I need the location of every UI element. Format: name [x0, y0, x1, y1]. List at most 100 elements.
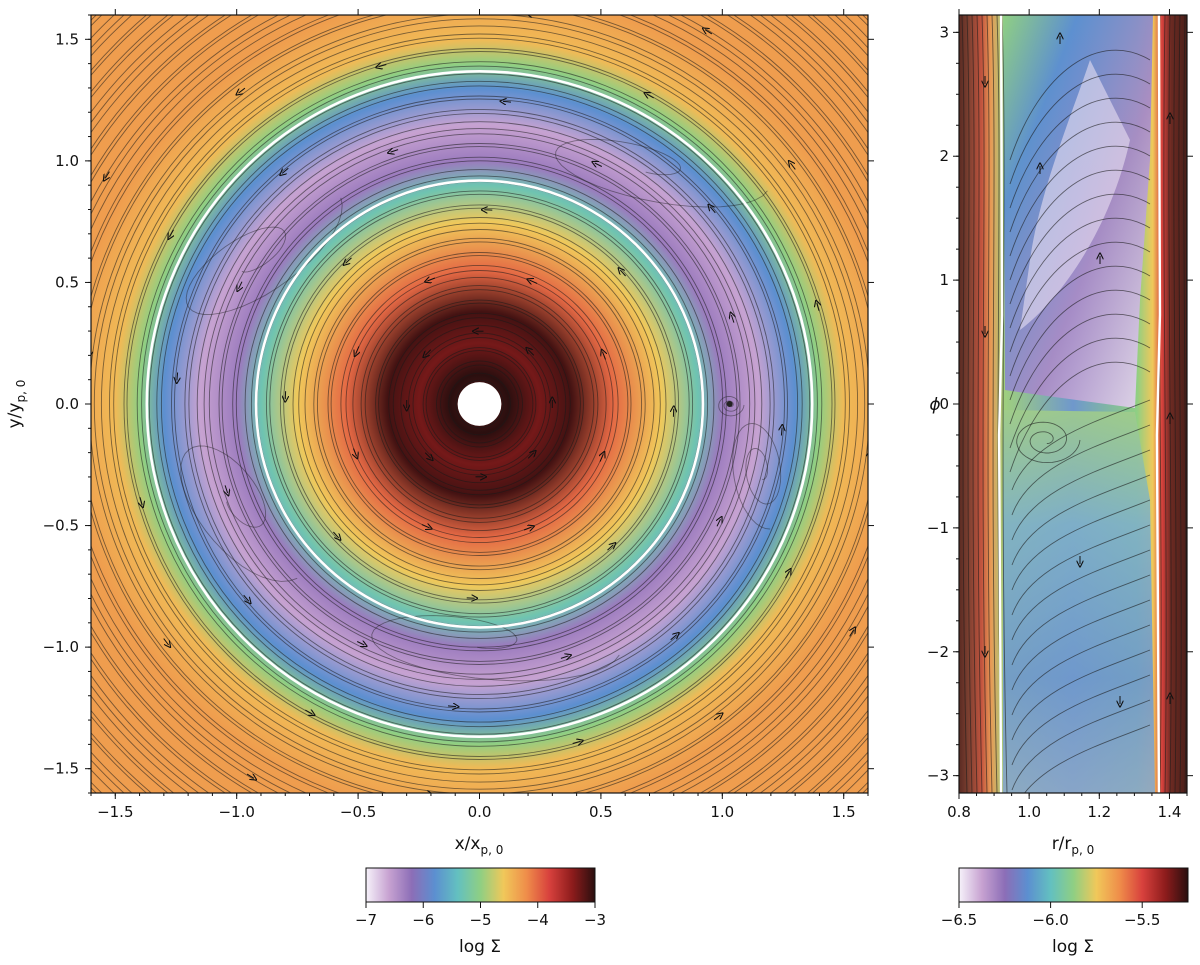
streamline-arrow [53, 501, 55, 509]
upper-streamline [1009, 241, 1151, 353]
streamline-ring [123, 48, 836, 760]
streamline-ring [156, 80, 803, 728]
upper-streamline [1009, 49, 1151, 161]
colorbar-tick-label: −3 [584, 911, 606, 929]
left-streamline-arrows [1, 2, 958, 830]
streamline-arrow [391, 150, 399, 153]
streamline-arrow [523, 527, 531, 530]
streamline-arrow [379, 65, 387, 67]
lower-streamline [1011, 424, 1151, 516]
x-tick-label: −0.5 [340, 803, 376, 821]
streamline-ring [304, 229, 655, 579]
upper-streamline [1009, 313, 1151, 425]
streamline-arrow [201, 2, 208, 7]
right-white-lines [997, 15, 1162, 793]
streamline-arrow [713, 715, 720, 721]
right-edge-streamline [971, 15, 978, 793]
colorbar-tick-label: −6 [412, 911, 434, 929]
streamline-arrow [607, 545, 614, 551]
streamline-ring [375, 299, 584, 509]
y-tick-label: −1.0 [43, 638, 79, 656]
streamline-ring [100, 25, 859, 783]
left-colorbar-label: log Σ [459, 937, 501, 957]
streamline-ring [392, 317, 567, 491]
gap-boundary-circle [145, 69, 814, 739]
streamline-arrow [600, 454, 603, 462]
right-streamline-arrows [985, 36, 1170, 704]
streamline-ring [109, 33, 850, 775]
streamline-ring [171, 95, 788, 713]
streamline-ring [340, 264, 619, 544]
upper-streamline [1009, 169, 1151, 281]
y-tick-label: 0.5 [55, 273, 79, 291]
streamline-arrow [424, 452, 431, 459]
streamline-arrow [1, 312, 2, 320]
streamline-ring [436, 360, 523, 448]
right-edge-streamline [1178, 15, 1182, 793]
right-edge-streamline [1001, 15, 1008, 793]
y-tick-label: 1.5 [55, 30, 79, 48]
streamline-arrow [710, 207, 716, 214]
streamline-ring [345, 270, 614, 538]
y-tick-label: 1 [939, 271, 949, 289]
streamline-arrow [105, 171, 109, 179]
streamline-ring [235, 160, 724, 648]
streamline-arrow [603, 352, 606, 360]
streamline-ring [203, 128, 756, 680]
streamline-ring [269, 193, 690, 615]
colorbar-tick-label: −4 [527, 911, 549, 929]
streamline-ring [184, 108, 775, 700]
vortex-streamline [732, 422, 782, 530]
x-tick-label: 1.2 [1087, 803, 1111, 821]
lower-streamline [1011, 499, 1151, 591]
streamline-arrow [163, 638, 169, 645]
streamline-arrow [527, 453, 534, 459]
streamline-arrow [528, 350, 535, 356]
y-tick-label: 2 [939, 147, 949, 165]
streamline-ring [327, 252, 632, 556]
inner-hole [457, 382, 502, 426]
right-bright-band [1020, 60, 1130, 330]
streamline-arrow [225, 485, 228, 493]
streamline-ring [412, 337, 547, 471]
upper-streamline [1009, 121, 1151, 233]
right-edge-streamline [1173, 15, 1177, 793]
streamline-ring [160, 85, 799, 723]
upper-streamline [1009, 97, 1151, 209]
x-tick-label: 1.0 [710, 803, 734, 821]
streamline-arrow [239, 281, 243, 289]
y-tick-label: 1.0 [55, 152, 79, 170]
colorbar-tick-label: −6.0 [1032, 911, 1068, 929]
gap-boundary-line [997, 15, 1004, 793]
right-edge-streamline [991, 15, 998, 793]
upper-streamline [1009, 337, 1151, 449]
left-x-axis-label: x/xp, 0 [455, 834, 504, 857]
right-ticks: 0.8 1.0 1.2 1.4 −3 −2 −1 0 1 2 3 [927, 9, 1193, 821]
y-tick-label: −0.5 [43, 517, 79, 535]
streamline-arrow [956, 488, 958, 496]
lower-streamline [1011, 674, 1151, 766]
streamline-ring [313, 237, 646, 571]
right-density-panel [959, 15, 1187, 793]
vortex-streamline [718, 395, 745, 417]
left-overlays [145, 69, 814, 739]
streamline-arrow [140, 497, 142, 505]
streamline-ring [408, 332, 551, 476]
streamline-ring [448, 372, 511, 436]
streamline-ring [250, 175, 709, 633]
streamline-ring [265, 190, 694, 618]
right-colorbar: −6.5 −6.0 −5.5 log Σ [941, 867, 1189, 957]
x-tick-label: 1.4 [1158, 803, 1182, 821]
right-streamlines [961, 15, 1187, 793]
streamline-arrow [530, 280, 538, 283]
left-y-axis-label: y/yp, 0 [5, 380, 28, 429]
streamline-ring [218, 143, 741, 665]
vortex-streamline [555, 138, 768, 208]
upper-streamline [1009, 193, 1151, 305]
right-colorbar-bar [958, 867, 1189, 903]
streamline-arrow [577, 828, 585, 830]
streamline-arrow [447, 706, 456, 707]
right-lower-lobe [1003, 410, 1155, 793]
lower-streamline [1011, 399, 1151, 491]
streamline-arrow [177, 372, 178, 381]
